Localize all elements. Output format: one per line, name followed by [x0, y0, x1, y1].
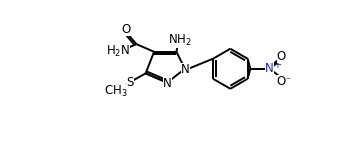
Text: +: +: [274, 60, 282, 70]
Text: N: N: [181, 63, 190, 76]
Text: NH$_2$: NH$_2$: [168, 33, 191, 48]
Text: CH$_3$: CH$_3$: [104, 84, 127, 99]
Text: ⁻: ⁻: [285, 76, 290, 86]
Text: N: N: [265, 62, 274, 75]
Text: O: O: [122, 23, 131, 36]
Text: O: O: [277, 75, 286, 88]
Text: H$_2$N: H$_2$N: [106, 43, 130, 59]
Text: O: O: [277, 50, 286, 63]
Text: N: N: [163, 77, 171, 90]
Text: S: S: [127, 76, 134, 89]
